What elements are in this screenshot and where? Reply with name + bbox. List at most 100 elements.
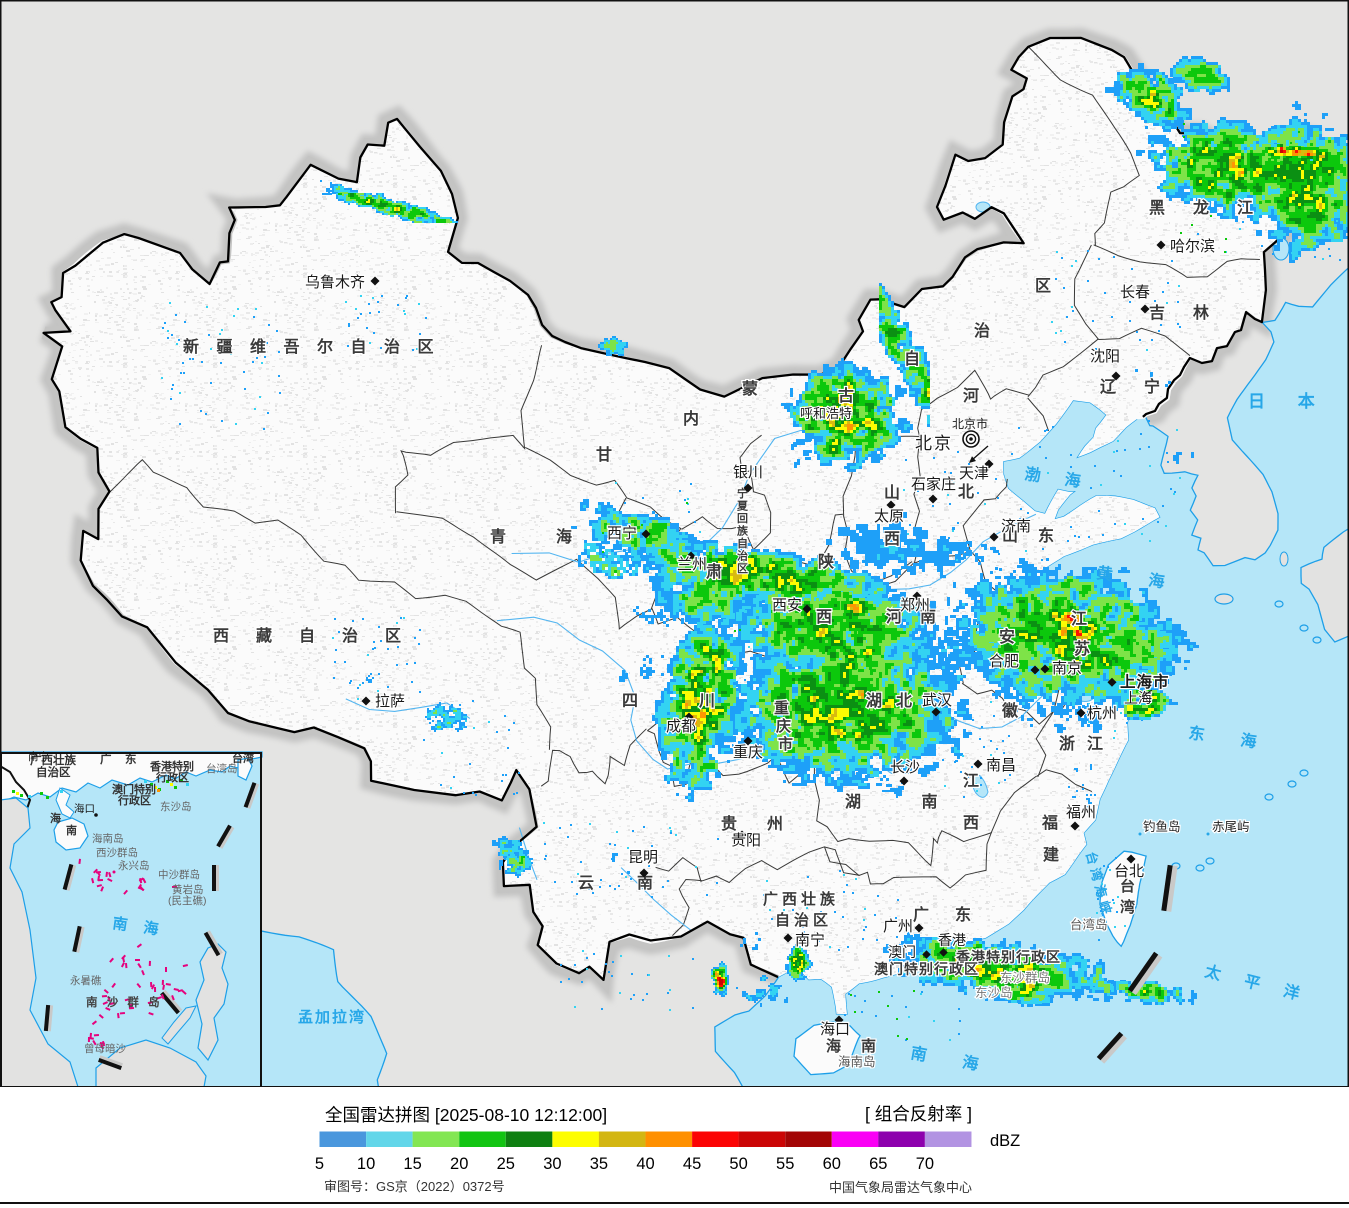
svg-text:台: 台	[1120, 877, 1135, 895]
svg-text:澳门特别行政区: 澳门特别行政区	[874, 961, 979, 977]
svg-text:30: 30	[543, 1155, 561, 1173]
svg-text:辽宁: 辽宁	[1100, 377, 1188, 396]
svg-text:澳门特别: 澳门特别	[112, 782, 156, 796]
svg-text:杭州: 杭州	[1087, 705, 1117, 722]
svg-text:夏: 夏	[737, 500, 749, 513]
svg-text:5: 5	[315, 1155, 324, 1173]
svg-text:东沙岛: 东沙岛	[975, 985, 1013, 1000]
svg-text:云南: 云南	[578, 873, 696, 892]
svg-text:银川: 银川	[733, 464, 763, 481]
svg-text:35: 35	[590, 1155, 608, 1173]
svg-text:45: 45	[683, 1155, 701, 1173]
svg-text:香港: 香港	[938, 932, 966, 948]
svg-text:自: 自	[904, 349, 920, 368]
svg-text:太原: 太原	[874, 508, 904, 525]
svg-text:黑龙江: 黑龙江	[1149, 198, 1281, 217]
svg-text:郑州: 郑州	[900, 597, 930, 614]
svg-text:青海: 青海	[490, 527, 622, 546]
svg-text:海南岛: 海南岛	[838, 1054, 876, 1069]
svg-text:成都: 成都	[666, 718, 696, 735]
svg-text:福州: 福州	[1066, 804, 1096, 821]
svg-text:广东: 广东	[913, 905, 997, 924]
svg-text:天津: 天津	[959, 465, 989, 482]
svg-text:长沙: 长沙	[890, 759, 920, 776]
svg-text:北京: 北京	[915, 434, 953, 453]
svg-text:海南: 海南	[826, 1037, 896, 1055]
svg-text:广州: 广州	[883, 918, 913, 935]
svg-text:山东: 山东	[1002, 526, 1074, 545]
svg-text:行政区: 行政区	[155, 770, 189, 784]
svg-text:重: 重	[774, 699, 789, 717]
svg-text:哈尔滨: 哈尔滨	[1170, 238, 1215, 255]
svg-text:乌鲁木齐: 乌鲁木齐	[305, 274, 365, 291]
svg-text:永兴岛: 永兴岛	[118, 859, 150, 872]
svg-text:广西壮族: 广西壮族	[763, 890, 839, 908]
svg-text:贵阳: 贵阳	[731, 832, 761, 849]
svg-text:甘: 甘	[596, 446, 612, 464]
svg-text:区: 区	[737, 562, 748, 575]
svg-text:川: 川	[698, 693, 715, 710]
svg-text:60: 60	[823, 1155, 841, 1173]
svg-text:石家庄: 石家庄	[911, 475, 956, 493]
svg-text:上海: 上海	[1124, 690, 1152, 706]
svg-text:安: 安	[999, 627, 1015, 646]
svg-text:(民主礁): (民主礁)	[168, 894, 207, 907]
svg-text:澳门: 澳门	[888, 944, 916, 960]
svg-text:海口: 海口	[820, 1021, 850, 1038]
svg-text:兰州: 兰州	[677, 556, 707, 573]
svg-text:上海市: 上海市	[1120, 672, 1170, 691]
svg-text:北京市: 北京市	[952, 416, 988, 431]
svg-text:回: 回	[737, 511, 748, 525]
svg-text:南京: 南京	[1052, 660, 1082, 677]
svg-text:重庆: 重庆	[733, 744, 763, 761]
svg-text:族: 族	[737, 524, 749, 538]
svg-text:行政区: 行政区	[117, 793, 151, 807]
svg-text:长春: 长春	[1120, 284, 1150, 301]
svg-text:台湾: 台湾	[232, 751, 254, 765]
svg-text:东沙岛: 东沙岛	[160, 800, 192, 813]
svg-text:台湾岛: 台湾岛	[206, 762, 238, 775]
svg-text:西: 西	[884, 530, 900, 548]
svg-text:东: 东	[125, 752, 137, 766]
svg-text:中沙群岛: 中沙群岛	[158, 868, 200, 881]
svg-text:山: 山	[884, 484, 900, 502]
svg-text:自治区: 自治区	[36, 765, 71, 779]
svg-text:钓鱼岛: 钓鱼岛	[1143, 819, 1181, 834]
svg-text:福: 福	[1041, 813, 1058, 832]
svg-text:西宁: 西宁	[607, 525, 637, 542]
svg-text:dBZ: dBZ	[990, 1132, 1020, 1150]
svg-text:徽: 徽	[1001, 701, 1019, 720]
svg-text:武汉: 武汉	[922, 692, 952, 709]
svg-text:南: 南	[66, 823, 77, 837]
svg-text:自治区: 自治区	[775, 911, 832, 929]
svg-text:治: 治	[974, 321, 990, 340]
svg-text:庆: 庆	[776, 717, 791, 735]
svg-text:河: 河	[963, 386, 979, 405]
svg-text:65: 65	[869, 1155, 887, 1173]
svg-text:沈阳: 沈阳	[1090, 348, 1120, 365]
svg-text:四: 四	[622, 693, 638, 710]
svg-text:西沙群岛: 西沙群岛	[96, 846, 138, 859]
svg-text:建: 建	[1043, 846, 1059, 864]
svg-text:40: 40	[636, 1155, 654, 1173]
svg-text:全国雷达拼图 [2025-08-10 12:12:00]: 全国雷达拼图 [2025-08-10 12:12:00]	[325, 1105, 607, 1125]
svg-text:海口: 海口	[74, 802, 95, 815]
svg-text:陕: 陕	[818, 552, 834, 571]
svg-text:70: 70	[916, 1155, 934, 1173]
svg-text:50: 50	[729, 1155, 747, 1173]
svg-text:区: 区	[1035, 277, 1051, 295]
svg-text:北: 北	[958, 483, 974, 501]
svg-text:治: 治	[737, 549, 748, 563]
svg-text:香港特别行政区: 香港特别行政区	[955, 949, 1061, 965]
svg-text:[ 组合反射率 ]: [ 组合反射率 ]	[865, 1104, 972, 1124]
svg-text:黄岩岛: 黄岩岛	[172, 883, 204, 896]
svg-text:海: 海	[50, 811, 61, 825]
svg-text:台北: 台北	[1114, 863, 1144, 880]
svg-text:赤尾屿: 赤尾屿	[1212, 820, 1250, 834]
svg-text:台湾岛: 台湾岛	[1070, 917, 1108, 932]
svg-text:25: 25	[497, 1155, 515, 1173]
svg-text:西藏自治区: 西藏自治区	[213, 626, 428, 645]
svg-text:古: 古	[838, 386, 854, 405]
svg-text:20: 20	[450, 1155, 468, 1173]
svg-text:15: 15	[403, 1155, 421, 1173]
